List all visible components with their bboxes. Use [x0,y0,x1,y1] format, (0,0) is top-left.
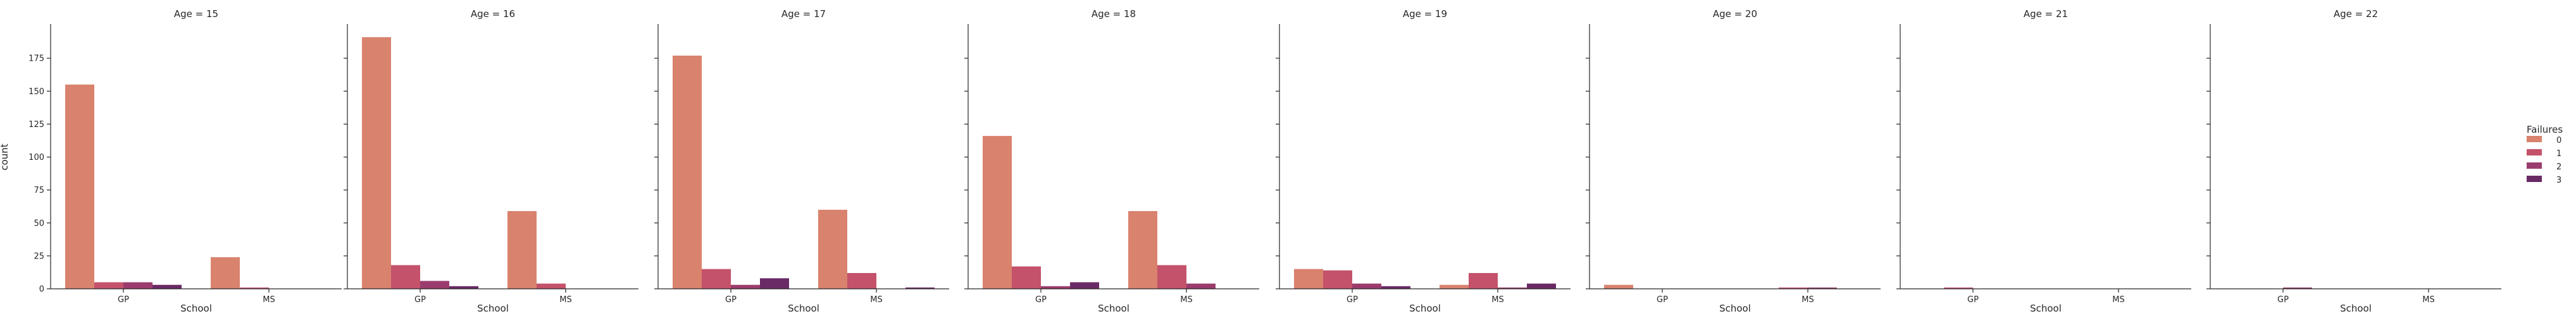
bar-ms-failures-0 [211,257,240,289]
bar-gp-failures-2 [1352,283,1381,289]
bar-gp-failures-1 [702,269,731,289]
x-axis-label: School [788,303,819,314]
bar-ms-failures-3 [1527,283,1556,289]
bar-gp-failures-1 [1012,266,1041,289]
x-tick-label: MS [559,295,571,305]
legend-label-1: 1 [2556,149,2561,159]
x-axis-label: School [2030,303,2062,314]
bar-ms-failures-0 [1128,211,1157,289]
y-tick-label: 175 [28,54,44,64]
bar-gp-failures-3 [1381,286,1410,289]
x-tick-label: GP [725,295,737,305]
x-tick-label: GP [1347,295,1358,305]
bar-ms-failures-0 [818,209,847,289]
x-tick-label: GP [1967,295,1979,305]
panel-7: GP MS School Age = 21 [1896,8,2191,314]
bar-ms-failures-2 [1498,287,1527,289]
x-tick-label: MS [2112,295,2124,305]
legend-label-2: 2 [2556,162,2561,172]
x-tick-label: MS [1801,295,1814,305]
x-axis-label: School [2340,303,2372,314]
panel-1: 0 25 50 75 100 125 150 175 GP MS School Age = 15 [28,8,342,314]
x-axis-label: School [1409,303,1441,314]
bar-gp-failures-2 [420,281,449,289]
x-axis-label: School [477,303,509,314]
bar-ms-failures-1 [240,287,269,289]
bar-gp-failures-3 [1070,282,1099,289]
legend-title: Failures [2527,124,2563,135]
bar-ms-failures-2 [1808,287,1837,289]
bar-gp-failures-0 [1604,284,1633,289]
bar-gp-failures-3 [449,286,478,289]
legend-swatch-3 [2527,176,2542,182]
bar-ms-failures-0 [1440,284,1469,289]
bar-gp-failures-1 [391,265,420,289]
y-tick-label: 50 [34,219,44,228]
panel-title: Age = 15 [174,8,218,20]
legend-swatch-1 [2527,149,2542,155]
x-tick-label: MS [1491,295,1503,305]
panel-title: Age = 16 [471,8,515,20]
panel-6: GP MS School Age = 20 [1586,8,1881,314]
panel-title: Age = 17 [781,8,826,20]
y-tick-label: 75 [34,186,44,195]
bar-gp-failures-1 [94,282,123,289]
y-tick-label: 25 [34,252,44,261]
bar-gp-failures-0 [673,56,702,289]
x-axis-label: School [1719,303,1751,314]
bar-ms-failures-1 [1779,287,1808,289]
bar-ms-failures-1 [847,273,876,289]
bar-gp-failures-0 [983,136,1012,289]
panel-title: Age = 22 [2334,8,2378,20]
bar-gp-failures-0 [65,84,94,289]
x-tick-label: GP [1035,295,1047,305]
x-tick-label: MS [263,295,275,305]
legend-swatch-0 [2527,136,2542,142]
x-tick-label: GP [2277,295,2289,305]
bar-ms-failures-3 [905,287,935,289]
legend-label-0: 0 [2556,136,2561,145]
x-tick-label: MS [2422,295,2434,305]
bar-gp-failures-1 [1944,287,1973,289]
panel-8: GP MS School Age = 22 [2206,8,2501,314]
x-axis-label: School [1098,303,1129,314]
bar-ms-failures-2 [1186,283,1216,289]
bar-gp-failures-3 [152,284,182,289]
bar-gp-failures-0 [1294,269,1323,289]
bar-gp-failures-2 [1041,286,1070,289]
panel-title: Age = 20 [1713,8,1757,20]
x-tick-label: MS [870,295,882,305]
panel-title: Age = 18 [1092,8,1136,20]
bar-gp-failures-2 [731,284,760,289]
panel-title: Age = 19 [1403,8,1447,20]
bar-gp-failures-2 [2283,287,2312,289]
panel-2: GP MS School Age = 16 [344,8,638,314]
bar-ms-failures-1 [1157,265,1186,289]
bar-ms-failures-1 [1469,273,1498,289]
panel-3: GP MS School Age = 17 [654,8,949,314]
bar-ms-failures-1 [537,283,566,289]
legend-label-3: 3 [2556,176,2561,185]
x-tick-label: MS [1180,295,1192,305]
y-tick-label: 100 [28,153,44,162]
x-tick-label: GP [118,295,129,305]
legend-swatch-2 [2527,162,2542,169]
bar-ms-failures-0 [507,211,537,289]
bar-gp-failures-3 [760,278,789,289]
panel-5: GP MS School Age = 19 [1276,8,1571,314]
bar-gp-failures-2 [123,282,152,289]
y-tick-label: 125 [28,120,44,130]
y-tick-label: 150 [28,87,44,97]
y-axis-label: count [0,143,10,170]
y-tick-label: 0 [39,285,44,295]
x-axis-label: School [180,303,212,314]
panel-4: GP MS School Age = 18 [964,8,1259,314]
x-tick-label: GP [414,295,426,305]
bar-gp-failures-1 [1323,270,1352,289]
panel-title: Age = 21 [2024,8,2068,20]
bar-gp-failures-0 [362,37,391,289]
x-tick-label: GP [1657,295,1668,305]
